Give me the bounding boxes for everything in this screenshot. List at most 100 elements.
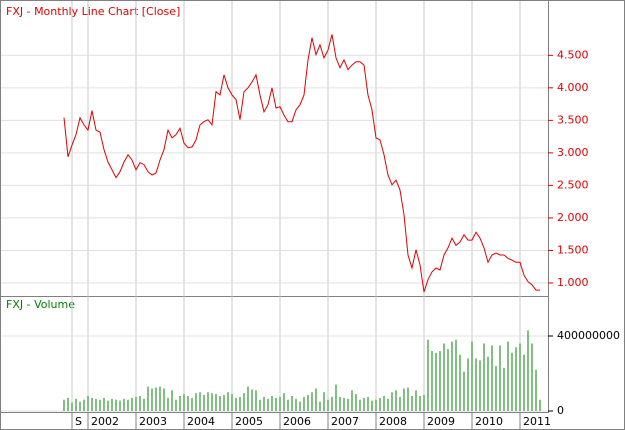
volume-bar: [147, 386, 149, 411]
x-tick-label: 2011: [523, 415, 551, 428]
volume-bar: [111, 398, 113, 411]
volume-bar: [379, 397, 381, 411]
volume-bar: [527, 330, 529, 411]
volume-bar: [195, 393, 197, 411]
volume-bar: [523, 354, 525, 411]
volume-bar: [239, 396, 241, 411]
volume-bar: [403, 388, 405, 411]
volume-bar: [255, 390, 257, 411]
volume-bar: [135, 396, 137, 411]
volume-bar: [495, 366, 497, 411]
volume-bar: [399, 396, 401, 411]
volume-bar: [411, 396, 413, 411]
volume-bar: [483, 343, 485, 411]
volume-bar: [487, 356, 489, 411]
volume-bar: [503, 367, 505, 411]
volume-bar: [179, 396, 181, 411]
x-tick-label: 2006: [283, 415, 311, 428]
volume-bar: [99, 399, 101, 411]
volume-bar: [215, 394, 217, 411]
volume-bar: [119, 400, 121, 411]
volume-bar: [371, 400, 373, 411]
volume-bar: [63, 399, 65, 411]
y-tick-label: 1.500: [557, 243, 589, 256]
volume-bar: [327, 399, 329, 411]
volume-bar: [295, 398, 297, 411]
volume-bar: [207, 392, 209, 411]
volume-bar: [535, 369, 537, 411]
volume-bar: [271, 396, 273, 411]
y-tick-label: 2.500: [557, 178, 589, 191]
volume-bar: [407, 387, 409, 411]
volume-bar: [347, 398, 349, 411]
volume-bar: [103, 397, 105, 411]
x-tick-label: 2009: [427, 415, 455, 428]
x-tick-label: S: [75, 415, 82, 428]
volume-bar: [303, 396, 305, 411]
volume-bar: [499, 345, 501, 411]
volume-bar: [467, 358, 469, 411]
volume-bar: [191, 397, 193, 411]
volume-bar: [67, 397, 69, 411]
volume-bar: [91, 397, 93, 411]
volume-bar: [463, 371, 465, 411]
volume-bar: [507, 341, 509, 411]
y-tick-label: 3.000: [557, 146, 589, 159]
volume-bar: [351, 390, 353, 411]
volume-bar: [283, 393, 285, 411]
price-title: FXJ - Monthly Line Chart [Close]: [6, 5, 180, 18]
volume-bar: [427, 339, 429, 411]
volume-bar: [519, 343, 521, 411]
volume-bar: [423, 395, 425, 411]
x-tick-label: 2010: [475, 415, 503, 428]
volume-bar: [171, 390, 173, 411]
volume-bar: [223, 395, 225, 411]
volume-bar: [331, 396, 333, 411]
volume-bar: [127, 399, 129, 411]
volume-bar: [359, 399, 361, 411]
x-tick-label: 2003: [139, 415, 167, 428]
volume-bar: [311, 392, 313, 411]
volume-bar: [375, 399, 377, 411]
volume-bar: [443, 343, 445, 411]
volume-bar: [231, 394, 233, 411]
volume-bar: [203, 395, 205, 411]
volume-bar: [471, 341, 473, 411]
volume-bar: [183, 394, 185, 411]
volume-bar: [363, 397, 365, 411]
volume-bar: [395, 390, 397, 411]
volume-bar: [227, 392, 229, 411]
volume-title: FXJ - Volume: [6, 298, 75, 311]
volume-bar: [235, 397, 237, 411]
volume-bar: [71, 402, 73, 411]
y-tick-label: 2.000: [557, 211, 589, 224]
volume-bar: [415, 390, 417, 411]
volume-bar: [323, 392, 325, 411]
volume-bar: [123, 398, 125, 411]
volume-bar: [159, 386, 161, 411]
volume-bar: [475, 358, 477, 411]
volume-bar: [419, 396, 421, 411]
volume-bar: [435, 352, 437, 411]
volume-bar: [343, 397, 345, 411]
x-tick-label: 2004: [187, 415, 215, 428]
volume-bar: [339, 396, 341, 411]
volume-bar: [247, 386, 249, 411]
volume-bar: [479, 360, 481, 411]
volume-bar: [187, 396, 189, 411]
volume-bar: [275, 397, 277, 411]
volume-bar: [319, 401, 321, 411]
volume-bar: [367, 396, 369, 411]
y-tick-label: 1.000: [557, 276, 589, 289]
volume-bar: [219, 396, 221, 411]
volume-bar: [511, 352, 513, 411]
volume-bar: [175, 399, 177, 411]
volume-bar: [267, 398, 269, 411]
volume-bar: [315, 388, 317, 411]
volume-bar: [459, 354, 461, 411]
volume-bar: [383, 396, 385, 411]
volume-bar: [87, 396, 89, 411]
volume-bar: [391, 392, 393, 411]
